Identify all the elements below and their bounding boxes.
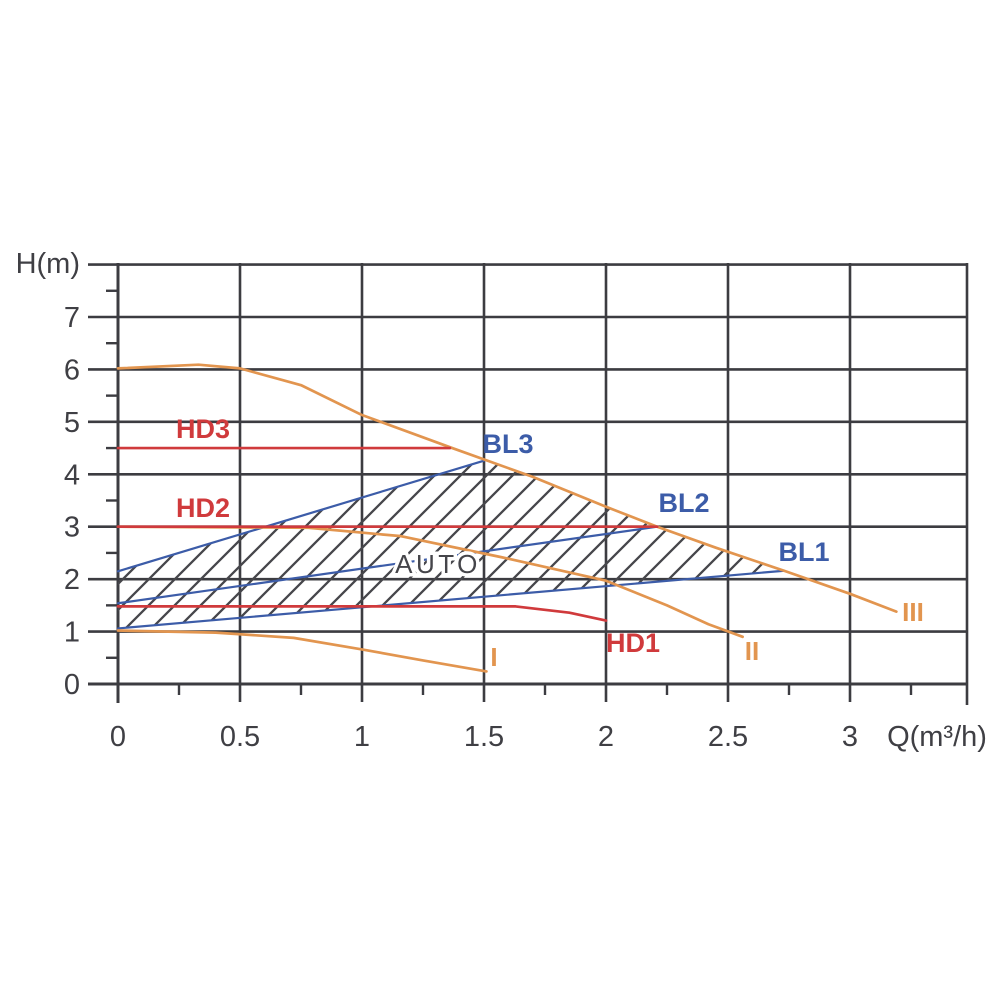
curve-bl2 xyxy=(116,525,659,605)
curve-label-bl2: BL2 xyxy=(658,488,709,518)
x-tick-label: 0.5 xyxy=(220,721,260,753)
x-tick-label: 3 xyxy=(842,721,858,753)
chart-labels: H(m) Q(m³/h) HD3 HD2 HD1 BL3 BL2 BL1 I I… xyxy=(16,248,987,753)
auto-region-label: AUTO xyxy=(395,549,481,579)
curve-bl3 xyxy=(116,459,486,573)
curve-label-hd2: HD2 xyxy=(176,493,230,523)
curve-label-hd1: HD1 xyxy=(606,628,660,658)
curve-label-bl3: BL3 xyxy=(482,429,533,459)
curve-speed-1 xyxy=(116,629,488,673)
y-tick-label: 1 xyxy=(64,617,80,649)
curve-label-speed-2: II xyxy=(745,636,759,666)
y-tick-label: 6 xyxy=(64,354,80,386)
x-tick-label: 2 xyxy=(598,721,614,753)
curve-bl1 xyxy=(116,569,786,630)
x-axis-title: Q(m³/h) xyxy=(887,721,987,753)
chart-geometry: 0 1 2 3 4 5 6 7 0 0.5 1 1.5 2 2.5 3 xyxy=(64,263,969,753)
y-tick-label: 2 xyxy=(64,564,80,596)
y-tick-label: 7 xyxy=(64,302,80,334)
x-tick-label: 1 xyxy=(354,721,370,753)
y-tick-label: 4 xyxy=(64,459,80,491)
y-tick-label: 3 xyxy=(64,512,80,544)
curve-label-hd3: HD3 xyxy=(176,414,230,444)
curve-label-speed-1: I xyxy=(490,642,497,672)
y-axis-title: H(m) xyxy=(16,248,80,280)
curve-label-speed-3: III xyxy=(902,597,924,627)
curve-speed-2 xyxy=(116,525,744,639)
x-tick-label: 0 xyxy=(110,721,126,753)
y-tick-label: 5 xyxy=(64,407,80,439)
auto-operating-region xyxy=(118,460,785,629)
curve-label-bl1: BL1 xyxy=(778,537,829,567)
curve-hd1 xyxy=(116,605,608,622)
x-tick-label: 2.5 xyxy=(708,721,748,753)
x-tick-label: 1.5 xyxy=(464,721,504,753)
y-tick-label: 0 xyxy=(64,669,80,701)
curve-speed-3 xyxy=(116,363,898,613)
